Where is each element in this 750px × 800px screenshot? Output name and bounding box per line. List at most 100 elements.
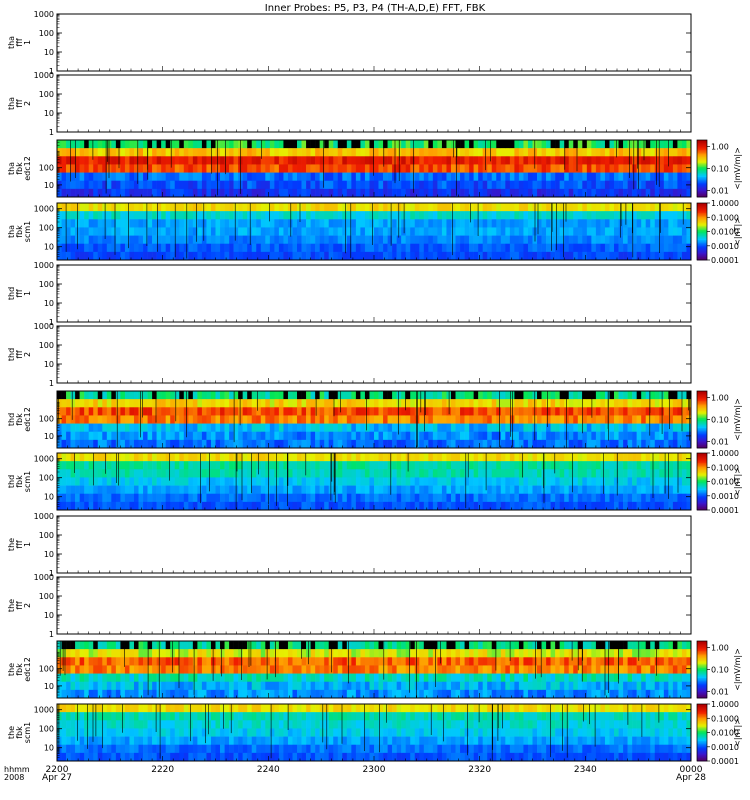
heatmap-cell [283,423,289,433]
heatmap-cell [210,477,216,486]
heatmap-cell [419,407,425,416]
heatmap-cell [315,156,320,165]
heatmap-cell [120,431,126,441]
heatmap-cell [152,493,157,503]
heatmap-cell [401,461,406,470]
heatmap-cell [238,211,243,220]
heatmap-cell [441,423,447,433]
heatmap-cell [210,203,216,212]
heatmap-cell [287,156,293,165]
heatmap-cell [170,431,176,441]
heatmap-cell [179,477,185,486]
heatmap-cell [138,172,144,182]
heatmap-cell [138,423,144,433]
colorbar-swatch [697,436,707,439]
heatmap-cell [559,431,565,441]
heatmap-cell [351,391,357,400]
colorbar-swatch [697,174,707,177]
heatmap-cell [183,156,189,165]
heatmap-cell [147,461,153,470]
heatmap-cell [355,423,361,433]
heatmap-cell [215,180,221,190]
heatmap-cell [79,493,85,503]
heatmap-cell [251,485,257,495]
y-axis-label-line: fff [15,99,24,108]
heatmap-cell [115,251,121,261]
heatmap-cell [183,501,189,511]
heatmap-cell [269,188,275,198]
heatmap-cell [315,415,320,424]
heatmap-cell [161,148,166,157]
heatmap-cell [681,251,687,261]
heatmap-cell [346,243,352,253]
heatmap-cell [482,477,488,486]
heatmap-cell [315,501,320,511]
heatmap-cell [668,211,674,220]
heatmap-cell [247,219,253,228]
heatmap-cell [473,156,479,165]
heatmap-cell [301,501,307,511]
heatmap-cell [351,493,357,503]
heatmap-cell [523,423,529,433]
heatmap-cell [287,461,293,470]
heatmap-cell [274,188,280,198]
heatmap-cell [609,469,615,478]
heatmap-cell [546,391,551,400]
heatmap-cell [428,180,434,190]
heatmap-cell [102,172,108,182]
heatmap-cell [604,485,610,495]
heatmap-cell [523,493,529,503]
heatmap-cell [188,485,194,495]
heatmap-cell [414,431,420,441]
heatmap-cell [97,203,103,212]
heatmap-cell [496,453,502,462]
heatmap-cell [297,485,302,495]
heatmap-cell [174,391,180,400]
heatmap-cell [97,227,103,236]
colorbar-swatch [697,412,707,415]
heatmap-cell [582,453,588,462]
heatmap-cell [378,243,384,253]
heatmap-cell [496,399,502,408]
heatmap-cell [170,219,176,228]
heatmap-cell [360,469,366,478]
heatmap-cell [364,148,370,157]
heatmap-cell [478,485,483,495]
heatmap-cell [396,188,402,198]
heatmap-cell [133,180,139,190]
heatmap-cell [414,439,420,449]
heatmap-cell [301,469,307,478]
heatmap-cell [487,399,493,408]
heatmap-cell [147,148,153,157]
heatmap-cell [297,415,302,424]
heatmap-cell [310,453,316,462]
heatmap-cell [215,203,221,212]
heatmap-cell [197,211,203,220]
heatmap-cell [292,415,298,424]
heatmap-cell [672,423,678,433]
heatmap-cell [183,180,189,190]
heatmap-cell [437,140,443,149]
heatmap-cell [292,399,298,408]
heatmap-cell [636,148,642,157]
heatmap-cell [559,251,565,261]
heatmap-cell [75,493,80,503]
colorbar-swatch [697,403,707,406]
heatmap-cell [174,439,180,449]
heatmap-cell [654,251,660,261]
heatmap-cell [337,469,343,478]
heatmap-cell [369,469,375,478]
heatmap-cell [663,477,669,486]
heatmap-cell [623,156,628,165]
heatmap-cell [346,493,352,503]
heatmap-cell [446,180,452,190]
heatmap-cell [287,251,293,261]
heatmap-cell [269,485,275,495]
heatmap-cell [654,235,660,245]
heatmap-cell [152,148,157,157]
heatmap-cell [663,485,669,495]
heatmap-cell [469,148,474,157]
heatmap-cell [224,493,230,503]
heatmap-cell [97,180,103,190]
heatmap-cell [174,172,180,182]
